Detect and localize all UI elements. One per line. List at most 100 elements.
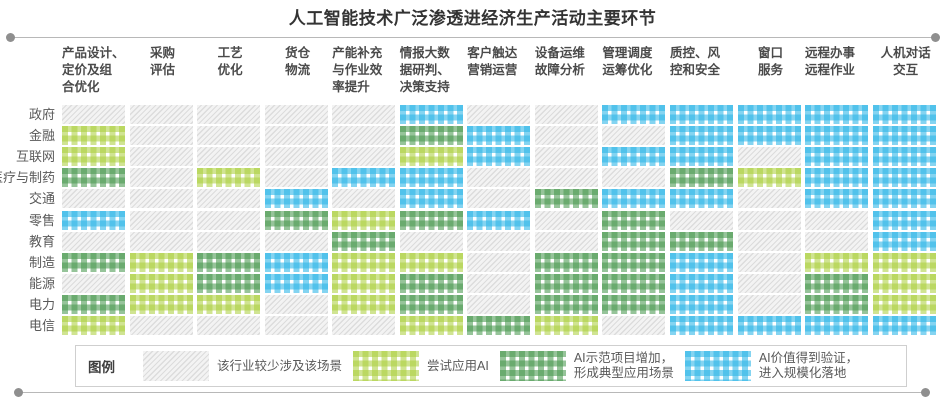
matrix-cell [737, 126, 801, 146]
matrix-cell [669, 168, 733, 188]
matrix-cell [467, 294, 531, 314]
matrix-cell [129, 168, 193, 188]
rule-endpoint-dot [6, 33, 15, 42]
column-header: 质控、风 控和安全 [669, 46, 720, 77]
matrix-cell [197, 168, 261, 188]
matrix-cell [332, 294, 396, 314]
matrix-cell [197, 147, 261, 167]
matrix-cell [264, 126, 328, 146]
chart-title: 人工智能技术广泛渗透进经济生产活动主要环节 [288, 9, 657, 28]
legend-item: AI示范项目增加， 形成典型应用场景 [499, 351, 674, 381]
legend-swatch-demo [499, 351, 566, 381]
row-label: 政府 [28, 107, 55, 122]
matrix-cell [737, 189, 801, 209]
matrix-cell [129, 252, 193, 272]
matrix-cell [467, 273, 531, 293]
matrix-cell [669, 105, 733, 124]
matrix-cell [197, 231, 261, 251]
matrix-cell [805, 273, 869, 293]
matrix-cell [467, 231, 531, 251]
matrix-cell [264, 147, 328, 167]
row-label: 电力 [28, 296, 55, 312]
matrix-cell [534, 273, 598, 293]
matrix-cell [264, 231, 328, 251]
legend-item: 该行业较少涉及该场景 [143, 351, 342, 381]
matrix-cell [399, 105, 463, 124]
matrix-cell [534, 210, 598, 230]
matrix-cell [399, 252, 463, 272]
matrix-cell [197, 105, 261, 124]
matrix-cell [399, 147, 463, 167]
matrix-cell [264, 252, 328, 272]
matrix-cell [805, 252, 869, 272]
matrix-cell [129, 105, 193, 124]
matrix-cell [399, 189, 463, 209]
matrix-cell [805, 126, 869, 146]
matrix-cell [737, 168, 801, 188]
matrix-cell [62, 316, 125, 335]
matrix-cell [737, 210, 801, 230]
matrix-cell [332, 231, 396, 251]
matrix-cell [872, 231, 936, 251]
matrix-cell [805, 231, 869, 251]
matrix-cell [872, 252, 936, 272]
matrix-cell [872, 168, 936, 188]
matrix-cell [264, 168, 328, 188]
matrix-cell [129, 126, 193, 146]
column-header: 产品设计、 定价及组 合优化 [62, 46, 125, 94]
matrix-cell [332, 252, 396, 272]
matrix-cell [602, 126, 666, 146]
rule-endpoint-dot [921, 388, 930, 397]
matrix-cell [872, 316, 936, 335]
matrix-cell [737, 231, 801, 251]
rule-endpoint-dot [14, 388, 23, 397]
matrix-cell [129, 273, 193, 293]
matrix-cell [129, 189, 193, 209]
column-header: 管理调度 运筹优化 [602, 46, 653, 77]
column-header: 窗口 服务 [757, 46, 783, 77]
rule-endpoint-dot [931, 33, 940, 42]
column-header: 产能补充 与作业效 率提升 [332, 46, 383, 94]
matrix-cell [669, 231, 733, 251]
matrix-cell [602, 105, 666, 124]
matrix-cell [332, 210, 396, 230]
row-label: 医疗与制药 [0, 170, 55, 186]
matrix-cell [534, 105, 598, 124]
matrix-cell [737, 316, 801, 335]
matrix-cell [399, 316, 463, 335]
matrix-cell [62, 273, 125, 293]
matrix-cell [332, 168, 396, 188]
row-label: 金融 [28, 128, 55, 144]
matrix-cell [805, 168, 869, 188]
matrix-cell [872, 126, 936, 146]
top-rule [6, 33, 940, 42]
matrix-cell [872, 189, 936, 209]
matrix-cell [264, 316, 328, 335]
matrix-cell [399, 273, 463, 293]
matrix-cell [805, 105, 869, 124]
matrix-cell [669, 252, 733, 272]
matrix-cell [264, 189, 328, 209]
matrix-cell [62, 105, 125, 124]
matrix-cell [602, 273, 666, 293]
matrix-cell [332, 189, 396, 209]
matrix-cell [872, 105, 936, 124]
row-label: 互联网 [15, 149, 55, 165]
legend-label: 尝试应用AI [427, 358, 489, 373]
matrix-cell [805, 316, 869, 335]
matrix-cell [805, 189, 869, 209]
matrix-cell [737, 294, 801, 314]
matrix-cell [669, 294, 733, 314]
matrix-cell [669, 147, 733, 167]
matrix-cell [534, 316, 598, 335]
matrix-cell [602, 147, 666, 167]
column-header: 设备运维 故障分析 [534, 46, 585, 77]
row-label: 交通 [28, 191, 55, 207]
legend-box: 图例 该行业较少涉及该场景 尝试应用AI AI示范项目增加， 形成典型应用场景 AI价… [75, 345, 907, 387]
row-label: 电信 [28, 318, 55, 333]
matrix-cell [264, 210, 328, 230]
matrix-cell [602, 252, 666, 272]
matrix-cell [62, 231, 125, 251]
matrix-cell [129, 231, 193, 251]
